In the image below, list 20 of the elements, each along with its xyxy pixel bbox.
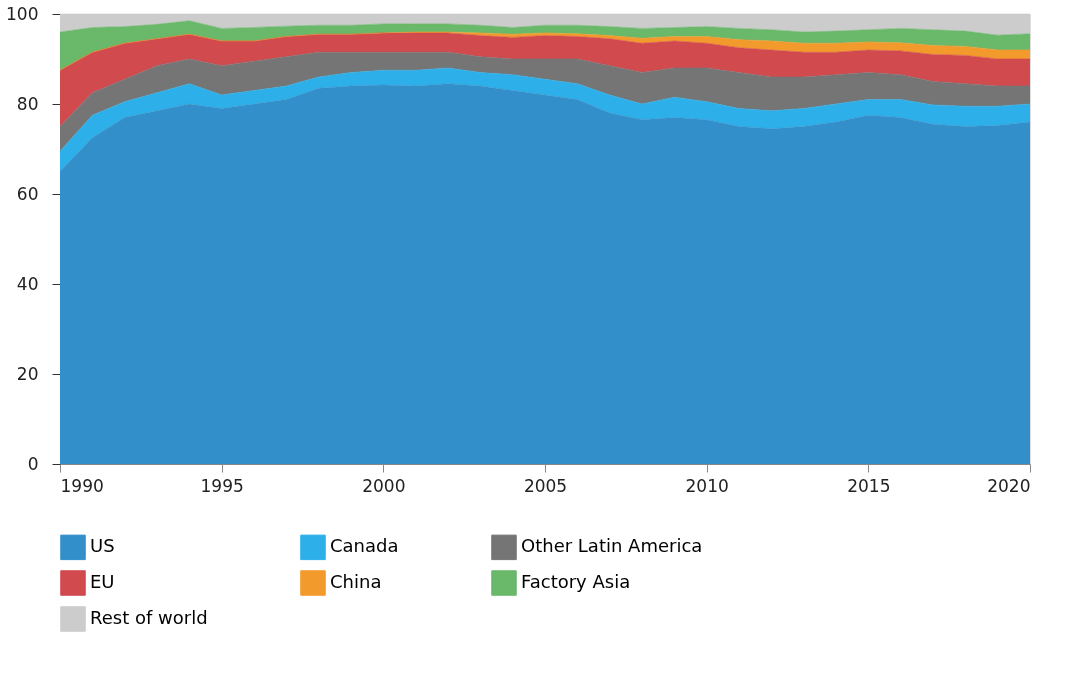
x-tick-label: 2015	[847, 475, 891, 496]
x-tick-label: 1990	[60, 475, 104, 496]
legend-label: Rest of world	[90, 607, 208, 628]
y-tick-label: 60	[16, 183, 39, 204]
legend-label: Factory Asia	[521, 571, 631, 592]
y-tick-label: 20	[16, 363, 39, 384]
legend-label: Other Latin America	[521, 535, 703, 557]
x-tick-label: 2000	[362, 475, 406, 496]
y-tick-label: 80	[16, 93, 39, 114]
x-tick-label: 2020	[987, 475, 1031, 496]
legend-label: US	[90, 535, 115, 557]
legend-label: EU	[90, 571, 115, 592]
y-tick-label: 40	[16, 273, 39, 294]
x-tick-label: 2005	[523, 475, 568, 496]
x-tick-label: 1995	[200, 475, 244, 496]
x-tick-label: 2010	[685, 475, 729, 496]
legend-label: Canada	[330, 535, 399, 557]
y-tick-label: 0	[27, 453, 39, 474]
legend-label: China	[330, 571, 382, 592]
y-tick-label: 100	[6, 3, 39, 24]
